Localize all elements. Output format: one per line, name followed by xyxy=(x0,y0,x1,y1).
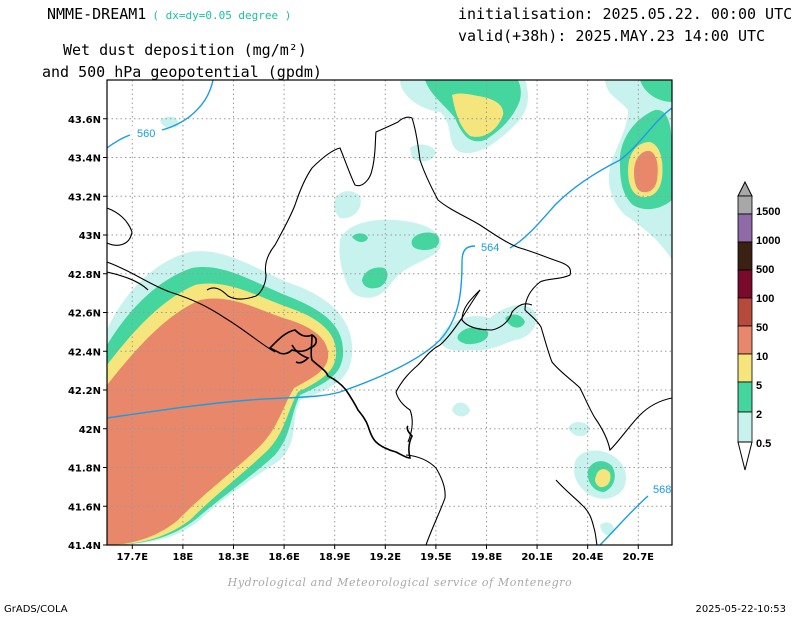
lat-tick-label: 41.6N xyxy=(68,502,101,513)
legend-box-1000 xyxy=(737,213,753,243)
field-title-line1: Wet dust deposition (mg/m²) xyxy=(63,41,307,59)
lon-tick-label: 18.6E xyxy=(268,552,300,563)
lat-tick-label: 41.8N xyxy=(68,464,101,475)
legend-box-500 xyxy=(737,241,753,271)
generated-timestamp: 2025-05-22-10:53 xyxy=(695,604,786,615)
legend-label-05: 0.5 xyxy=(756,438,771,450)
legend-label-1000: 1000 xyxy=(756,235,780,247)
legend-arrow-top xyxy=(737,180,753,197)
contour-label-bg xyxy=(651,482,672,495)
border-line xyxy=(107,261,276,353)
border-line xyxy=(107,271,149,291)
border-line xyxy=(395,289,481,393)
graticule xyxy=(107,80,672,545)
legend-arrow-bottom xyxy=(737,441,753,471)
lat-tick-label: 43.4N xyxy=(68,154,101,165)
border-line xyxy=(206,116,672,452)
model-title: NMME-DREAM1 ( dx=dy=0.05 degree ) xyxy=(47,5,291,23)
legend-box-10 xyxy=(737,325,753,355)
geopotential-contours xyxy=(107,80,672,545)
legend-box-5 xyxy=(737,353,753,383)
lat-tick-label: 43N xyxy=(79,231,101,242)
legend-box-1500 xyxy=(737,195,753,215)
latitude-labels: 43.6N 43.4N 43.2N 43N 42.8N 42.6N 42.4N 42.2N 42… xyxy=(68,115,107,552)
deposition-area-05 xyxy=(600,522,615,536)
border-line xyxy=(405,454,446,545)
lat-tick-label: 42.6N xyxy=(68,309,101,320)
credit-text: Hydrological and Meteorological service … xyxy=(227,576,573,589)
contour-label-bg xyxy=(478,240,508,253)
legend-label-5: 5 xyxy=(756,380,762,392)
deposition-area-5 xyxy=(595,469,611,488)
contour-label-568: 568 xyxy=(653,484,671,496)
border-line xyxy=(555,479,598,545)
model-name: NMME-DREAM1 xyxy=(47,5,147,23)
contour-568 xyxy=(599,495,649,545)
contour-label-560: 560 xyxy=(137,128,155,140)
deposition-area-05 xyxy=(410,144,436,162)
resolution-label: ( dx=dy=0.05 degree ) xyxy=(152,9,292,22)
legend-label-1500: 1500 xyxy=(756,206,780,218)
longitude-labels: 17.7E 18E 18.3E 18.6E 18.9E 19.2E 19.5E 19.8E 20… xyxy=(117,545,655,563)
deposition-area-2 xyxy=(411,232,440,250)
valid-time: valid(+38h): 2025.MAY.23 14:00 UTC xyxy=(458,27,766,45)
legend-label-10: 10 xyxy=(756,351,768,363)
lon-tick-label: 20.7E xyxy=(623,552,655,563)
coastline xyxy=(268,329,413,459)
legend-label-500: 500 xyxy=(756,264,774,276)
border-line xyxy=(107,207,133,246)
contour-560 xyxy=(107,80,214,149)
lon-tick-label: 19.5E xyxy=(420,552,452,563)
country-borders xyxy=(107,116,672,545)
deposition-area-2 xyxy=(362,267,388,289)
deposition-area-05 xyxy=(334,191,361,219)
contour-564 xyxy=(107,107,672,419)
lat-tick-label: 43.6N xyxy=(68,115,101,126)
legend-box-50 xyxy=(737,297,753,327)
deposition-area-10 xyxy=(634,150,658,193)
software-label: GrADS/COLA xyxy=(4,604,68,615)
border-line xyxy=(461,289,533,331)
deposition-area-05 xyxy=(568,422,590,437)
coastline-bay xyxy=(291,344,310,364)
initialisation-time: initialisation: 2025.05.22. 00:00 UTC xyxy=(458,5,793,23)
field-title-line2: and 500 hPa geopotential (gpdm) xyxy=(42,63,322,81)
lon-tick-label: 19.8E xyxy=(471,552,503,563)
lon-tick-label: 18.9E xyxy=(319,552,351,563)
deposition-area-2 xyxy=(352,233,368,242)
legend-label-50: 50 xyxy=(756,322,768,334)
lon-tick-label: 20.4E xyxy=(572,552,604,563)
legend-label-2: 2 xyxy=(756,409,762,421)
lon-tick-label: 18E xyxy=(173,552,194,563)
lat-tick-label: 42N xyxy=(79,425,101,436)
lon-tick-label: 20.1E xyxy=(521,552,553,563)
legend-box-100 xyxy=(737,269,753,299)
deposition-field xyxy=(107,80,672,545)
deposition-area-2 xyxy=(640,80,672,102)
legend-label-100: 100 xyxy=(756,293,774,305)
deposition-area-10 xyxy=(107,298,329,545)
coastline xyxy=(310,334,413,459)
lat-tick-label: 41.4N xyxy=(68,541,101,552)
deposition-area-5 xyxy=(452,93,504,137)
legend-box-2 xyxy=(737,381,753,413)
legend-colorbar: 1500 1000 500 100 50 10 5 2 0.5 xyxy=(737,180,780,471)
deposition-area-2 xyxy=(457,327,489,345)
lat-tick-label: 42.4N xyxy=(68,347,101,358)
contour-label-bg xyxy=(132,126,160,139)
coastline-bay xyxy=(268,329,318,355)
contour-label-564: 564 xyxy=(481,242,499,254)
lon-tick-label: 18.3E xyxy=(218,552,250,563)
deposition-area-05 xyxy=(452,402,470,417)
deposition-area-05 xyxy=(339,219,441,298)
lon-tick-label: 17.7E xyxy=(117,552,149,563)
lat-tick-label: 42.8N xyxy=(68,270,101,281)
lon-tick-label: 19.2E xyxy=(370,552,402,563)
border-line xyxy=(395,391,413,443)
lat-tick-label: 43.2N xyxy=(68,192,101,203)
legend-box-05 xyxy=(737,411,753,443)
lat-tick-label: 42.2N xyxy=(68,386,101,397)
